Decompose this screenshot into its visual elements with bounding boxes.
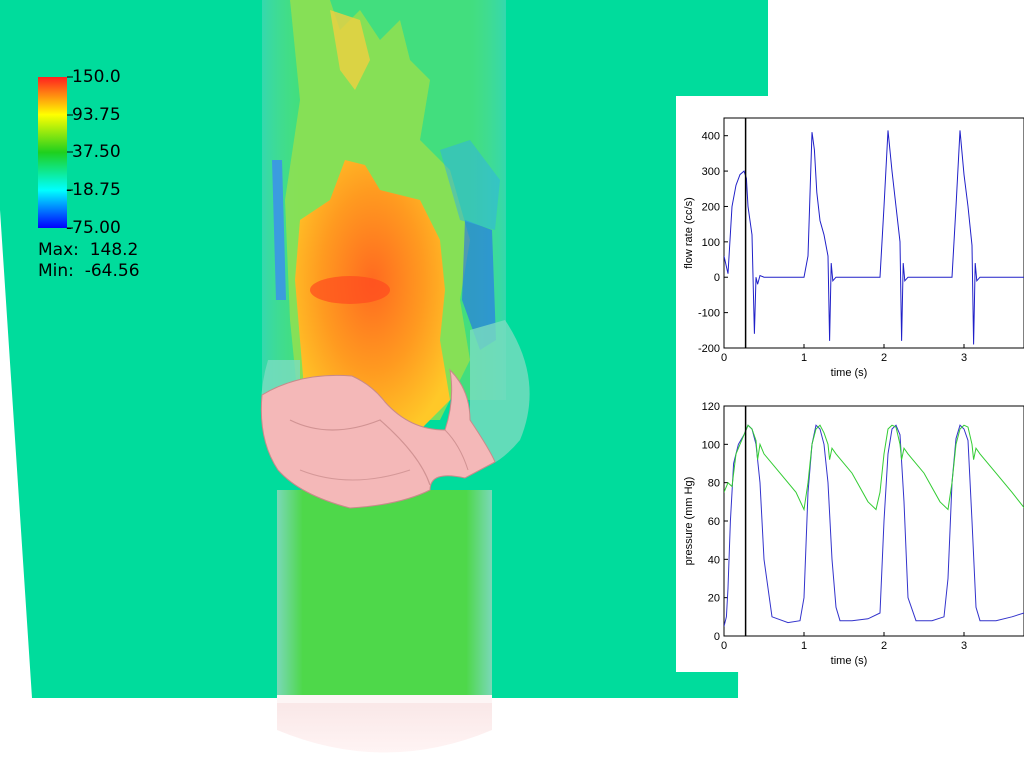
min-label: Min: [38, 261, 74, 281]
y-tick-label: 120 [702, 401, 720, 413]
flow-rate-chart: -200 -100 0 100 200 300 400 0 1 2 3 time (s) flow ra… [683, 117, 1024, 379]
y-tick-label: 200 [702, 201, 720, 213]
y-tick-label: 300 [702, 166, 720, 178]
y-tick-label: 0 [714, 272, 720, 284]
x-tick-label: 0 [721, 640, 727, 652]
x-tick-label: 1 [801, 352, 807, 364]
y-tick-label: 20 [708, 593, 720, 605]
y-tick-label: 400 [702, 131, 720, 143]
x-tick-label: 0 [721, 352, 727, 364]
vessel-sinus [470, 320, 530, 470]
x-axis-label: time (s) [831, 655, 868, 667]
y-tick-label: -100 [698, 308, 720, 320]
y-tick-label: 0 [714, 631, 720, 643]
series-line [724, 130, 1024, 345]
y-tick-label: 100 [702, 439, 720, 451]
max-value: 148.2 [89, 240, 139, 260]
colorbar-tick-label: -18.75 [66, 180, 121, 200]
y-tick-label: 80 [708, 478, 720, 490]
min-readout: Min: -64.56 [38, 261, 140, 281]
plot-frame [723, 117, 1024, 349]
x-axis-label: time (s) [831, 367, 868, 379]
vessel-end-cap [277, 690, 492, 753]
y-tick-label: 40 [708, 554, 720, 566]
y-tick-label: 60 [708, 516, 720, 528]
y-tick-label: -200 [698, 343, 720, 355]
valve-leaflets [260, 368, 496, 509]
min-value: -64.56 [84, 261, 140, 281]
colorbar-tick-label: 37.50 [72, 142, 121, 162]
x-tick-label: 3 [961, 640, 967, 652]
colorbar [38, 77, 67, 228]
colorbar-tick-label: -75.00 [66, 218, 121, 238]
lower-vessel [277, 490, 492, 695]
max-label: Max: [38, 240, 79, 260]
pressure-chart: 0 20 40 60 80 100 120 0 1 2 3 time (s) pressure (mm … [683, 401, 1024, 667]
x-tick-label: 1 [801, 640, 807, 652]
max-readout: Max: 148.2 [38, 240, 138, 260]
y-axis-label: pressure (mm Hg) [683, 477, 695, 566]
colorbar-tick-label: 93.75 [72, 105, 121, 125]
y-axis-label: flow rate (cc/s) [683, 197, 695, 269]
x-tick-label: 3 [961, 352, 967, 364]
x-tick-label: 2 [881, 640, 887, 652]
x-tick-label: 2 [881, 352, 887, 364]
y-tick-label: 100 [702, 237, 720, 249]
colorbar-tick-label: 150.0 [72, 67, 121, 87]
series-line [724, 424, 1024, 512]
